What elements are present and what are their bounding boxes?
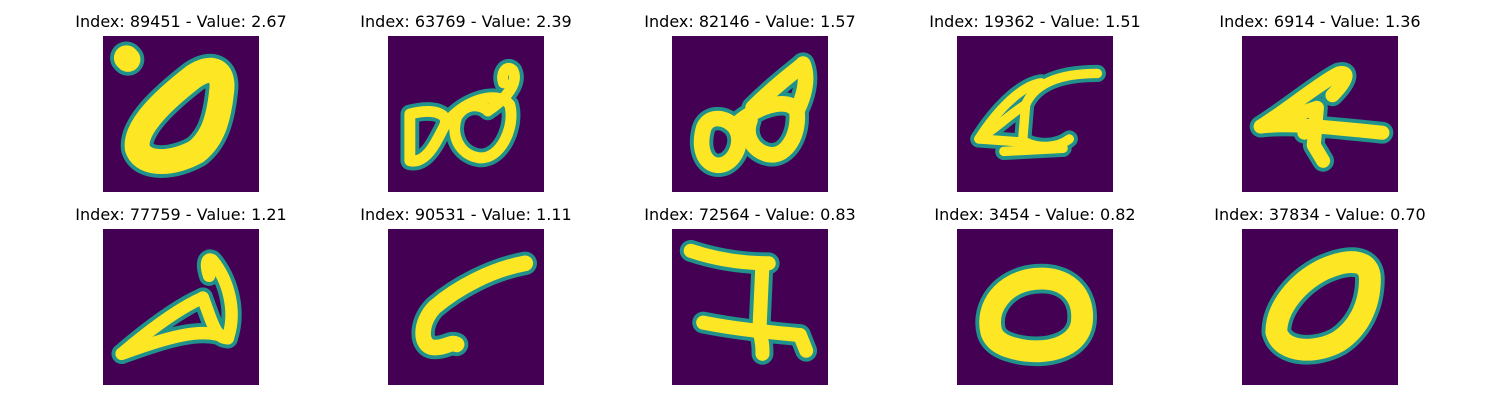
panel-title: Index: 3454 - Value: 0.82 — [915, 203, 1155, 227]
digit-heatmap — [1242, 229, 1398, 385]
digit-heatmap — [103, 229, 259, 385]
digit-heatmap — [672, 229, 828, 385]
panel-title: Index: 89451 - Value: 2.67 — [61, 10, 301, 34]
stroke-core — [759, 263, 762, 353]
digit-image — [957, 36, 1113, 192]
image-panel: Index: 82146 - Value: 1.57 — [630, 10, 870, 200]
digit-image — [1242, 36, 1398, 192]
panel-title: Index: 6914 - Value: 1.36 — [1200, 10, 1440, 34]
digit-image — [672, 36, 828, 192]
stroke-core — [126, 58, 128, 60]
digit-image — [388, 229, 544, 385]
image-panel: Index: 37834 - Value: 0.70 — [1200, 203, 1440, 393]
stroke-core — [1004, 148, 1063, 151]
digit-image — [1242, 229, 1398, 385]
panel-title: Index: 63769 - Value: 2.39 — [346, 10, 586, 34]
image-panel: Index: 63769 - Value: 2.39 — [346, 10, 586, 200]
panel-title: Index: 90531 - Value: 1.11 — [346, 203, 586, 227]
digit-image — [103, 229, 259, 385]
image-panel: Index: 72564 - Value: 0.83 — [630, 203, 870, 393]
digit-heatmap — [957, 229, 1113, 385]
digit-image — [388, 36, 544, 192]
stroke-core — [800, 335, 806, 351]
panel-title: Index: 82146 - Value: 1.57 — [630, 10, 870, 34]
image-panel: Index: 90531 - Value: 1.11 — [346, 203, 586, 393]
digit-heatmap — [388, 229, 544, 385]
digit-heatmap — [672, 36, 828, 192]
digit-image — [103, 36, 259, 192]
digit-heatmap — [388, 36, 544, 192]
digit-heatmap — [103, 36, 259, 192]
panel-title: Index: 72564 - Value: 0.83 — [630, 203, 870, 227]
digit-image — [672, 229, 828, 385]
image-panel: Index: 3454 - Value: 0.82 — [915, 203, 1155, 393]
image-panel: Index: 19362 - Value: 1.51 — [915, 10, 1155, 200]
image-panel: Index: 89451 - Value: 2.67 — [61, 10, 301, 200]
panel-title: Index: 19362 - Value: 1.51 — [915, 10, 1155, 34]
image-panel: Index: 77759 - Value: 1.21 — [61, 203, 301, 393]
digit-heatmap — [957, 36, 1113, 192]
digit-heatmap — [1242, 36, 1398, 192]
panel-title: Index: 37834 - Value: 0.70 — [1200, 203, 1440, 227]
image-panel: Index: 6914 - Value: 1.36 — [1200, 10, 1440, 200]
panel-title: Index: 77759 - Value: 1.21 — [61, 203, 301, 227]
digit-image — [957, 229, 1113, 385]
image-background — [957, 36, 1113, 192]
